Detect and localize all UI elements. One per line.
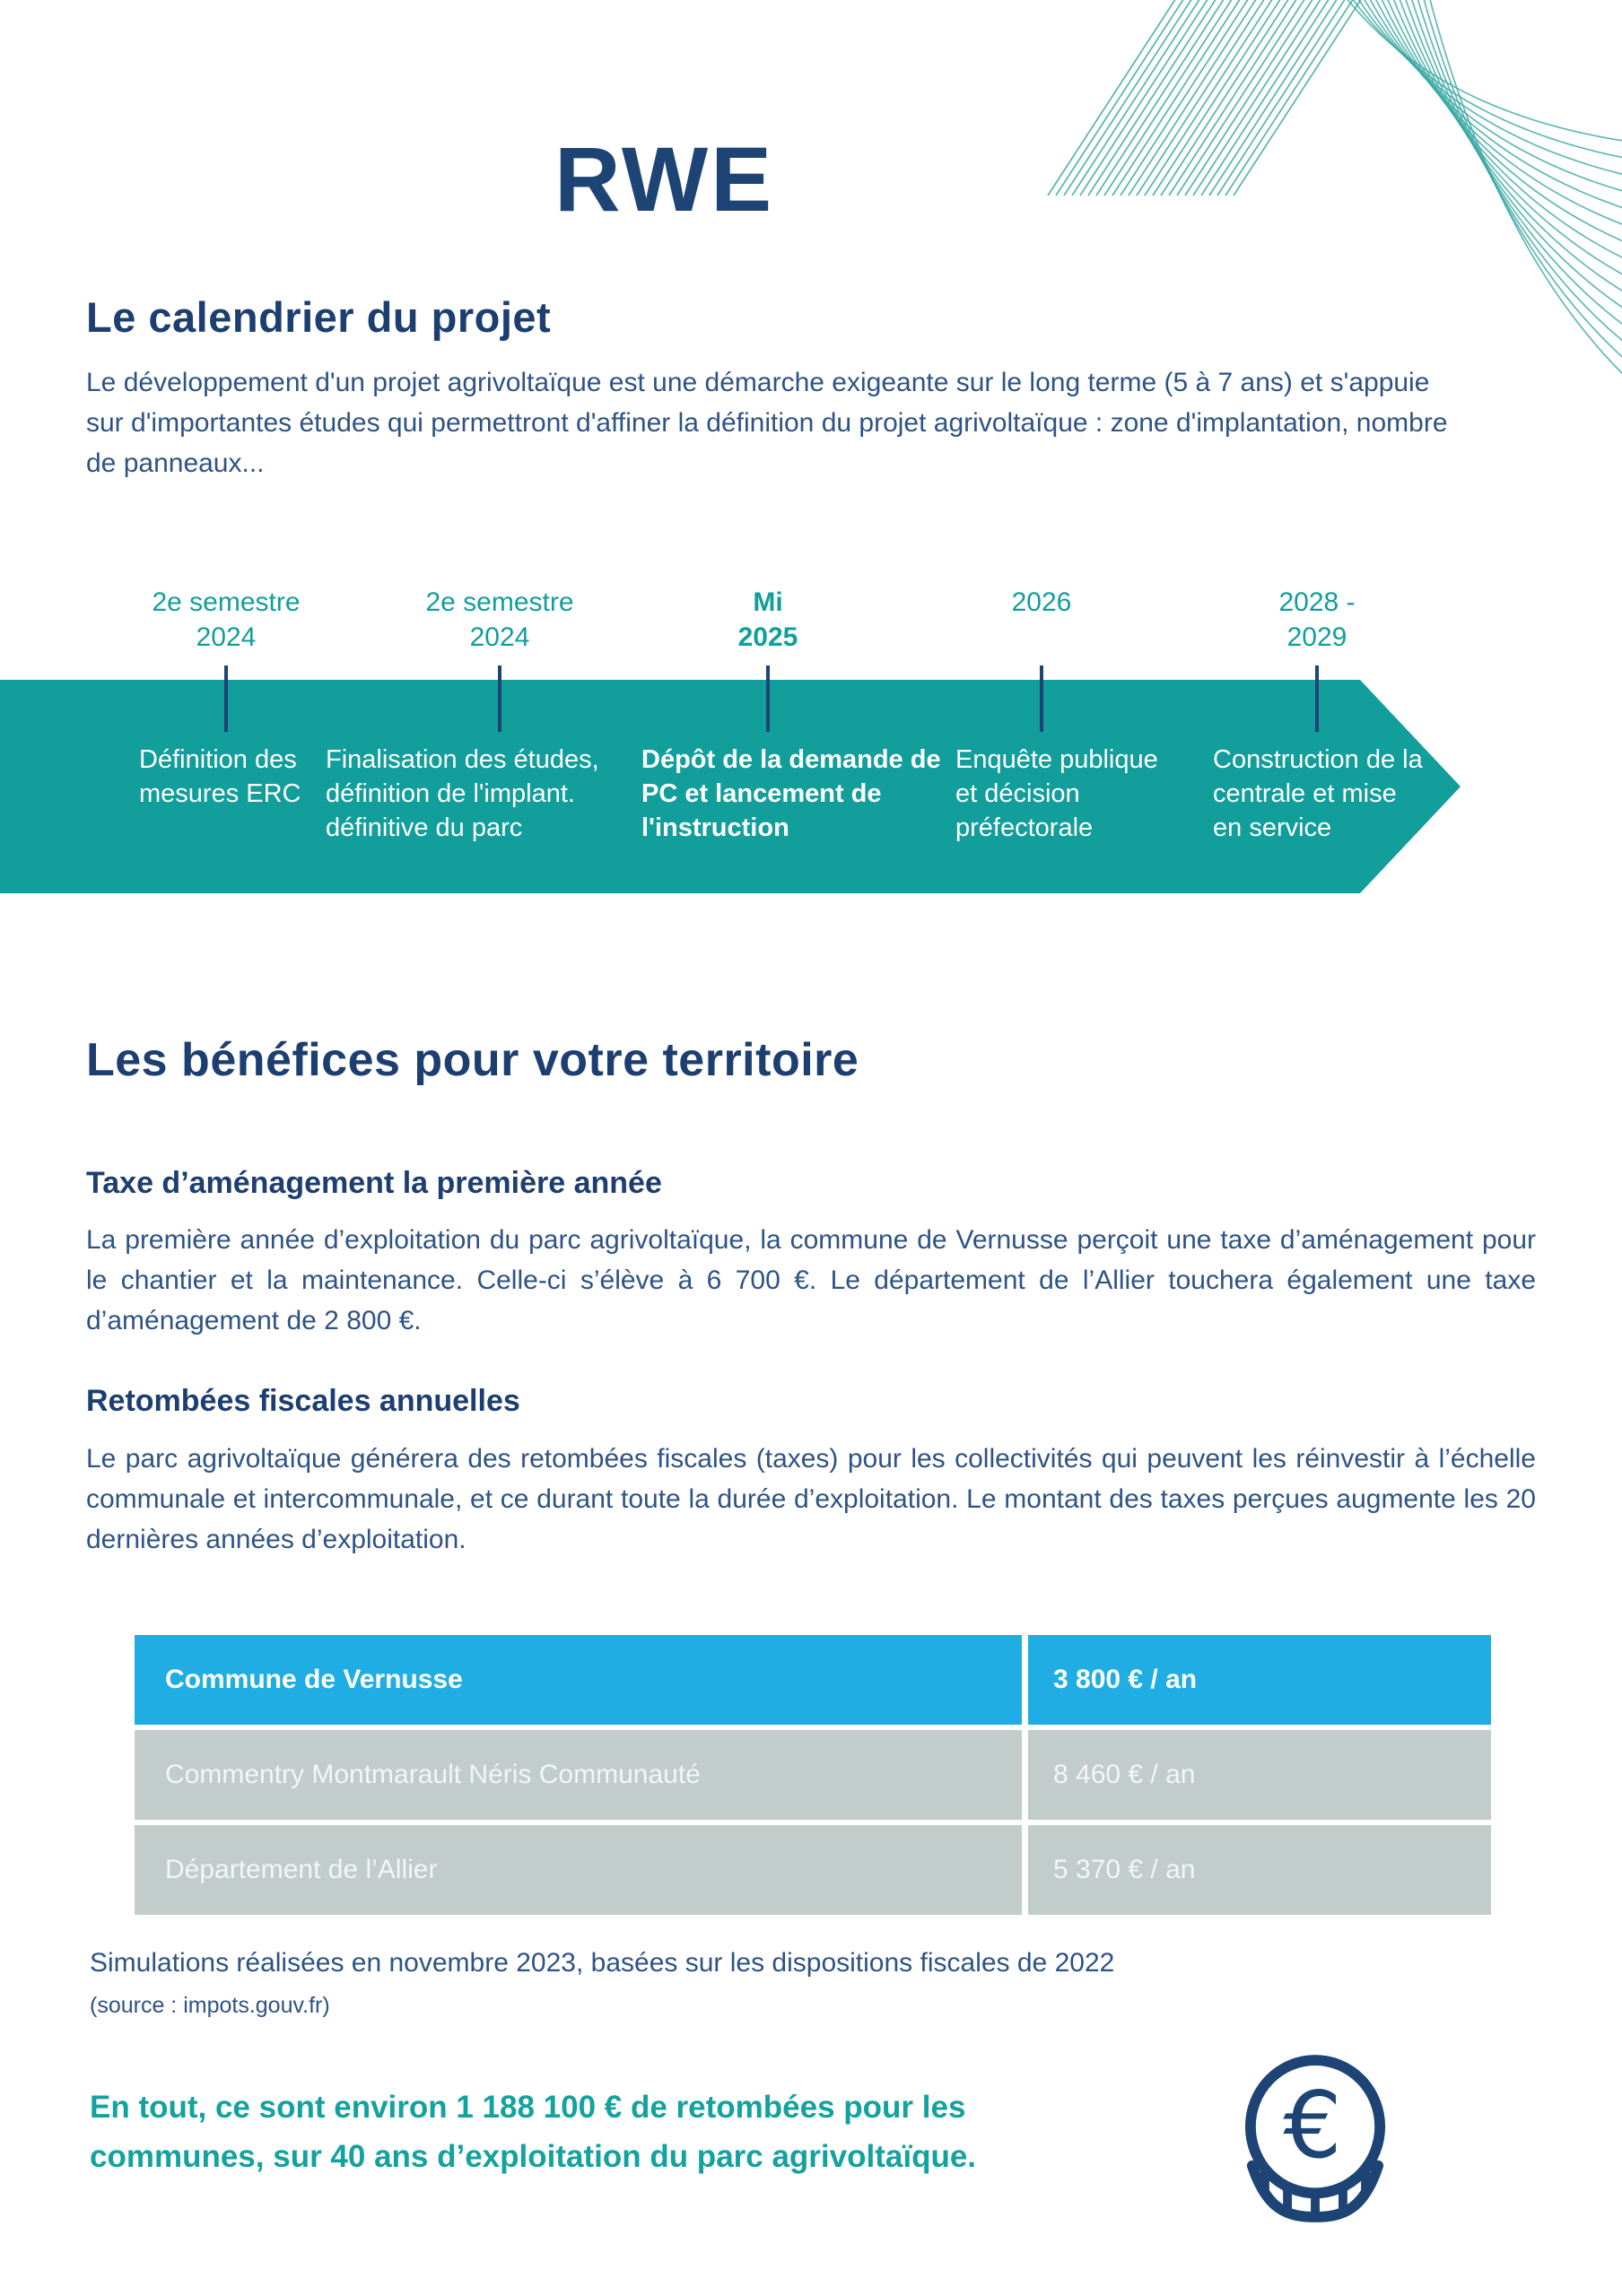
simulation-note: Simulations réalisées en novembre 2023, … — [90, 1948, 1115, 1978]
simulation-source: (source : impots.gouv.fr) — [90, 1993, 330, 2018]
milestone-connector-line — [1040, 665, 1043, 732]
milestone-label: Construction de la centrale et mise en s… — [1213, 745, 1423, 842]
table-cell-value: 8 460 € / an — [1028, 1730, 1491, 1820]
total-benefits-callout: En tout, ce sont environ 1 188 100 € de … — [90, 2090, 977, 2174]
decorative-line-pattern — [1047, 0, 1622, 375]
table-row: Département de l’Allier 5 370 € / an — [135, 1825, 1491, 1915]
milestone-connector-line — [498, 665, 501, 732]
section-body-taxe: La première année d’exploitation du parc… — [86, 1225, 1536, 1335]
table-row: Commentry Montmarault Néris Communauté 8… — [135, 1730, 1491, 1820]
milestone-connector-line — [224, 665, 228, 732]
table-cell-label: Commentry Montmarault Néris Communauté — [135, 1730, 1022, 1820]
section-body-retombees: Le parc agrivoltaïque générera des retom… — [86, 1444, 1536, 1554]
milestone-label: Finalisation des études, définition de l… — [326, 745, 599, 842]
milestone-label: Définition des mesures ERC — [139, 745, 301, 808]
timeline-arrow-band — [0, 680, 1461, 893]
milestone-date: 2028 - 2029 — [1278, 587, 1356, 652]
milestone-date: Mi 2025 — [737, 587, 798, 652]
project-timeline: 2e semestre 2024 2e semestre 2024 Mi 202… — [0, 574, 1622, 915]
table-cell-value: 3 800 € / an — [1028, 1635, 1491, 1725]
euro-coin-icon: € — [1244, 2055, 1386, 2222]
milestone-date: 2026 — [1011, 587, 1072, 617]
table-cell-value: 5 370 € / an — [1028, 1825, 1491, 1915]
page-title: Le calendrier du projet — [86, 293, 552, 341]
calendar-intro-text: Le développement d'un projet agrivoltaïq… — [86, 368, 1448, 478]
milestone-label: Enquête publique et décision préfectoral… — [955, 745, 1158, 842]
table-row: Commune de Vernusse 3 800 € / an — [135, 1635, 1491, 1725]
milestone-label: Dépôt de la demande de PC et lancement d… — [641, 745, 941, 842]
fiscal-table: Commune de Vernusse 3 800 € / an Comment… — [135, 1635, 1491, 1920]
section-heading-taxe: Taxe d’aménagement la première année — [86, 1166, 662, 1200]
milestone-date: 2e semestre 2024 — [425, 587, 574, 652]
table-cell-label: Département de l’Allier — [135, 1825, 1022, 1915]
table-cell-label: Commune de Vernusse — [135, 1635, 1022, 1725]
milestone-connector-line — [1315, 665, 1319, 732]
rwe-logo: RWE — [554, 128, 775, 230]
milestone-connector-line — [766, 665, 770, 732]
milestone-date: 2e semestre 2024 — [152, 587, 301, 652]
section-heading-retombees: Retombées fiscales annuelles — [86, 1384, 520, 1418]
benefits-title: Les bénéfices pour votre territoire — [86, 1034, 859, 1086]
svg-text:€: € — [1283, 2073, 1341, 2179]
